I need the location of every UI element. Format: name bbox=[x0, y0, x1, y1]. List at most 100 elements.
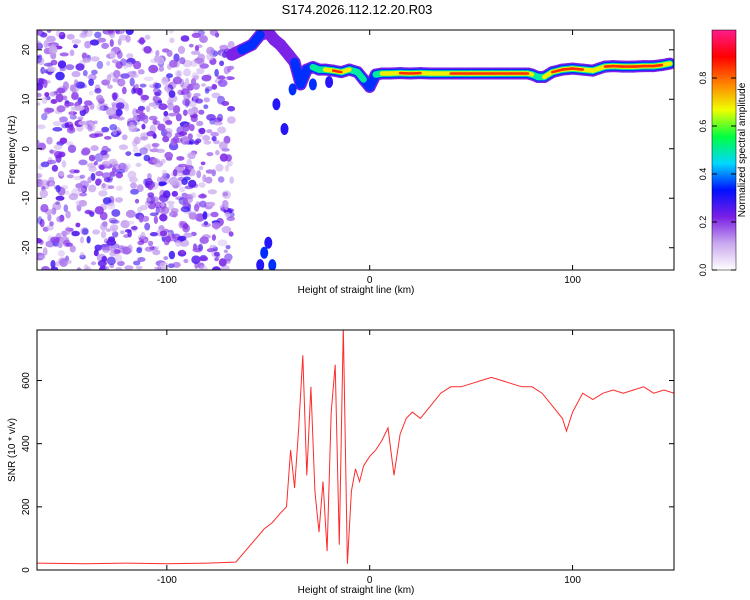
noise-cell bbox=[139, 204, 148, 211]
y-tick-label: 400 bbox=[21, 435, 32, 452]
noise-cell bbox=[159, 230, 168, 237]
noise-cell bbox=[50, 266, 59, 270]
noise-cell bbox=[182, 98, 191, 106]
noise-cell bbox=[37, 124, 46, 130]
ridge-segment bbox=[571, 67, 585, 71]
noise-cell bbox=[146, 143, 151, 149]
noise-cell bbox=[191, 32, 201, 39]
noise-cell bbox=[126, 53, 134, 59]
noise-cell bbox=[98, 190, 108, 197]
noise-cell bbox=[67, 144, 77, 153]
ridge-segment bbox=[632, 64, 645, 68]
noise-cell bbox=[104, 246, 113, 251]
noise-cell bbox=[94, 244, 102, 251]
noise-cell bbox=[152, 95, 158, 101]
noise-cell bbox=[117, 78, 126, 87]
noise-cell bbox=[80, 30, 87, 37]
noise-cell bbox=[55, 93, 64, 103]
noise-cell bbox=[52, 127, 63, 132]
noise-cell bbox=[133, 136, 141, 145]
noise-cell bbox=[94, 31, 102, 39]
noise-cell bbox=[198, 194, 207, 199]
noise-cell bbox=[37, 139, 40, 145]
noise-cell bbox=[125, 220, 135, 225]
noise-cell bbox=[160, 158, 166, 164]
noise-cell bbox=[166, 200, 175, 205]
noise-cell bbox=[120, 230, 125, 235]
noise-cell bbox=[84, 40, 92, 49]
noise-cell bbox=[100, 183, 111, 191]
noise-cell bbox=[92, 229, 100, 235]
noise-cell bbox=[85, 120, 91, 126]
noise-cell bbox=[149, 232, 158, 237]
snr-xlabel: Height of straight line (km) bbox=[298, 585, 415, 596]
noise-cell bbox=[198, 127, 206, 135]
noise-cell bbox=[73, 79, 79, 88]
x-tick-label: 100 bbox=[564, 275, 581, 286]
noise-cell bbox=[73, 175, 84, 181]
noise-cell bbox=[59, 116, 68, 123]
noise-cell bbox=[56, 87, 66, 94]
noise-cell bbox=[37, 102, 41, 106]
noise-cell bbox=[79, 254, 86, 260]
noise-cell bbox=[204, 88, 210, 94]
noise-cell bbox=[39, 218, 45, 228]
noise-cell bbox=[206, 201, 216, 207]
noise-cell bbox=[69, 110, 74, 119]
noise-cell bbox=[154, 248, 158, 252]
noise-cell bbox=[211, 136, 217, 142]
noise-cell bbox=[226, 160, 233, 167]
noise-cell bbox=[157, 123, 166, 131]
noise-cell bbox=[139, 83, 147, 88]
noise-cell bbox=[116, 50, 123, 59]
noise-cell bbox=[205, 176, 213, 184]
colorbar-tick-label: 0.2 bbox=[698, 216, 708, 229]
noise-cell bbox=[110, 130, 121, 138]
noise-cell bbox=[222, 192, 229, 197]
noise-cell bbox=[148, 64, 159, 74]
noise-cell bbox=[73, 169, 80, 174]
noise-cell bbox=[211, 222, 221, 229]
noise-cell bbox=[96, 94, 104, 102]
noise-cell bbox=[49, 149, 54, 154]
noise-cell bbox=[69, 245, 76, 253]
noise-cell bbox=[188, 43, 194, 48]
noise-cell bbox=[120, 220, 130, 229]
x-tick-label: -100 bbox=[157, 575, 177, 586]
noise-cell bbox=[47, 67, 54, 73]
noise-cell bbox=[79, 251, 85, 258]
snr-frame bbox=[36, 329, 675, 571]
noise-cell bbox=[114, 254, 123, 263]
noise-cell bbox=[125, 61, 133, 68]
noise-cell bbox=[46, 35, 56, 43]
noise-cell bbox=[218, 141, 228, 150]
noise-cell bbox=[50, 236, 60, 243]
noise-cell bbox=[64, 122, 70, 128]
figure-title: S174.2026.112.12.20.R03 bbox=[282, 2, 433, 17]
noise-cell bbox=[74, 105, 85, 111]
noise-cell bbox=[64, 102, 75, 107]
noise-cell bbox=[127, 229, 132, 238]
noise-cell bbox=[40, 204, 49, 213]
noise-cell bbox=[88, 154, 96, 162]
noise-cell bbox=[71, 39, 82, 44]
noise-cell bbox=[106, 178, 113, 183]
noise-cell bbox=[109, 50, 116, 59]
noise-cell bbox=[227, 65, 235, 70]
noise-cell bbox=[65, 242, 73, 247]
noise-cell bbox=[133, 60, 142, 70]
spectral-blob bbox=[264, 236, 273, 249]
noise-cell bbox=[51, 207, 57, 215]
colorbar: 0.0 0.2 0.4 0.6 0.8 Normalized spectral ampl… bbox=[698, 29, 748, 276]
noise-cell bbox=[206, 114, 216, 121]
y-tick-label: 200 bbox=[21, 498, 32, 515]
noise-cell bbox=[210, 211, 219, 218]
noise-cell bbox=[190, 192, 197, 199]
noise-cell bbox=[203, 104, 209, 109]
noise-cell bbox=[187, 83, 195, 91]
noise-cell bbox=[228, 231, 234, 237]
noise-cell bbox=[190, 50, 201, 55]
noise-cell bbox=[85, 75, 95, 79]
noise-cell bbox=[202, 135, 211, 141]
noise-cell bbox=[195, 201, 201, 209]
